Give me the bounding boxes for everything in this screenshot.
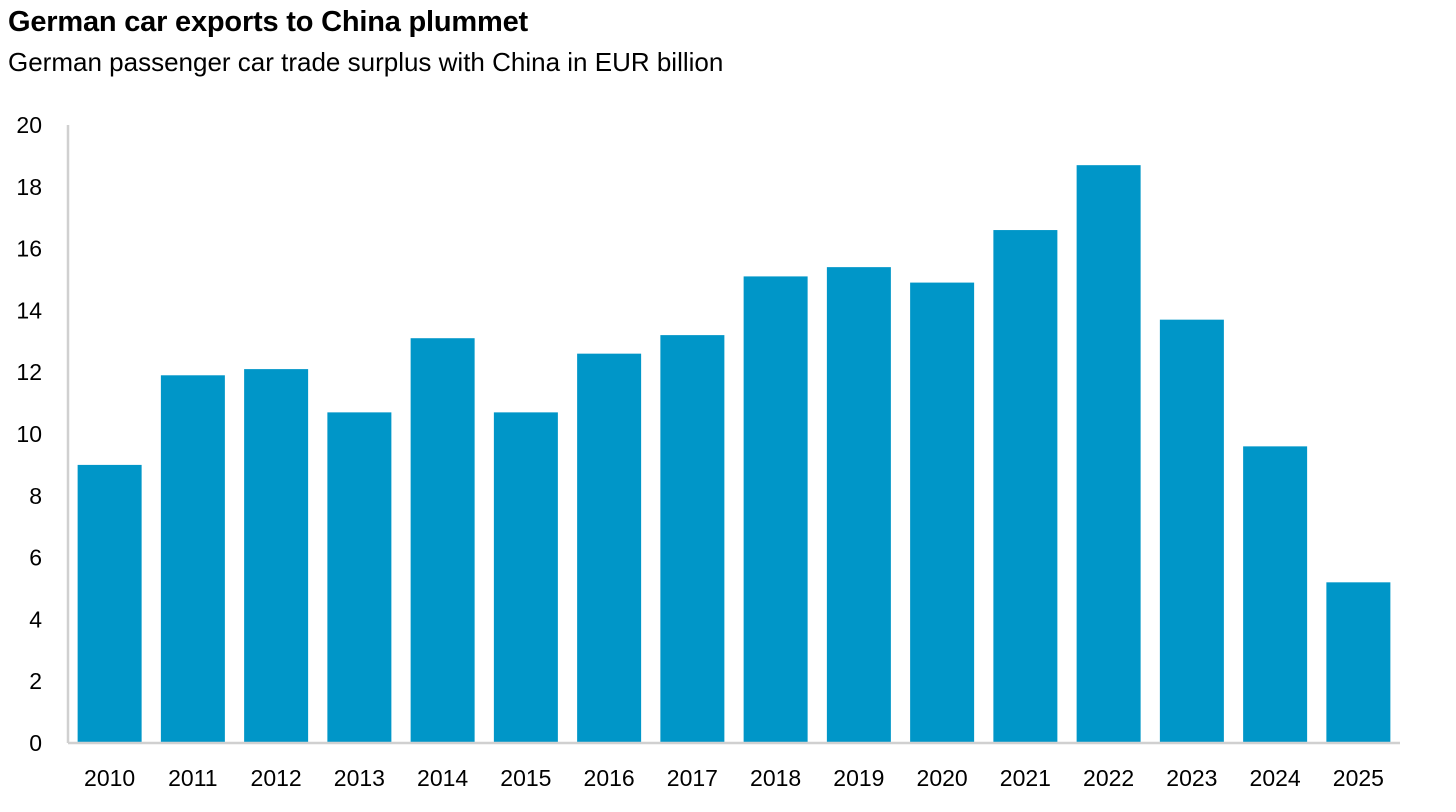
y-tick-label: 12 bbox=[16, 359, 42, 385]
bar-2023 bbox=[1159, 319, 1224, 743]
bar-2010 bbox=[77, 464, 142, 743]
x-tick-label: 2015 bbox=[500, 765, 551, 791]
bar-2019 bbox=[826, 267, 891, 743]
bars bbox=[77, 165, 1391, 744]
x-tick-label: 2012 bbox=[251, 765, 302, 791]
y-tick-label: 10 bbox=[16, 421, 42, 447]
bar-2021 bbox=[993, 230, 1058, 743]
x-tick-label: 2025 bbox=[1333, 765, 1384, 791]
x-tick-label: 2018 bbox=[750, 765, 801, 791]
x-axis-tick-labels: 2010 2011 2012 2013 2014 2015 2016 2017 2018 2019… bbox=[84, 765, 1384, 791]
bar-2017 bbox=[660, 335, 725, 743]
chart-title: German car exports to China plummet bbox=[8, 6, 528, 38]
y-tick-label: 8 bbox=[29, 483, 42, 509]
y-tick-label: 16 bbox=[16, 236, 42, 262]
x-tick-label: 2016 bbox=[584, 765, 635, 791]
bar-2025 bbox=[1326, 582, 1391, 743]
bar-2020 bbox=[910, 282, 975, 743]
bar-2015 bbox=[493, 412, 558, 743]
y-tick-label: 14 bbox=[16, 297, 42, 323]
bar-2014 bbox=[410, 338, 475, 743]
y-tick-label: 18 bbox=[16, 174, 42, 200]
x-tick-label: 2023 bbox=[1166, 765, 1217, 791]
x-tick-label: 2014 bbox=[417, 765, 468, 791]
bar-2013 bbox=[327, 412, 392, 743]
bar-2011 bbox=[160, 375, 225, 743]
y-tick-label: 0 bbox=[29, 730, 42, 756]
x-tick-label: 2017 bbox=[667, 765, 718, 791]
x-tick-label: 2011 bbox=[168, 765, 217, 791]
chart-subtitle: German passenger car trade surplus with … bbox=[8, 47, 724, 77]
x-tick-label: 2021 bbox=[1000, 765, 1051, 791]
y-tick-label: 4 bbox=[29, 606, 42, 632]
x-tick-label: 2019 bbox=[833, 765, 884, 791]
bar-2024 bbox=[1243, 446, 1308, 743]
y-tick-label: 2 bbox=[29, 668, 42, 694]
x-tick-label: 2013 bbox=[334, 765, 385, 791]
x-tick-label: 2022 bbox=[1083, 765, 1134, 791]
y-tick-label: 20 bbox=[16, 112, 42, 138]
bar-2018 bbox=[743, 276, 808, 743]
y-axis-tick-labels: 0 2 4 6 8 10 12 14 16 18 20 bbox=[16, 112, 42, 756]
x-tick-label: 2010 bbox=[84, 765, 135, 791]
x-tick-label: 2024 bbox=[1250, 765, 1301, 791]
x-tick-label: 2020 bbox=[917, 765, 968, 791]
bar-2016 bbox=[577, 353, 642, 743]
bar-2012 bbox=[244, 369, 309, 743]
bar-2022 bbox=[1076, 165, 1141, 744]
y-tick-label: 6 bbox=[29, 545, 42, 571]
